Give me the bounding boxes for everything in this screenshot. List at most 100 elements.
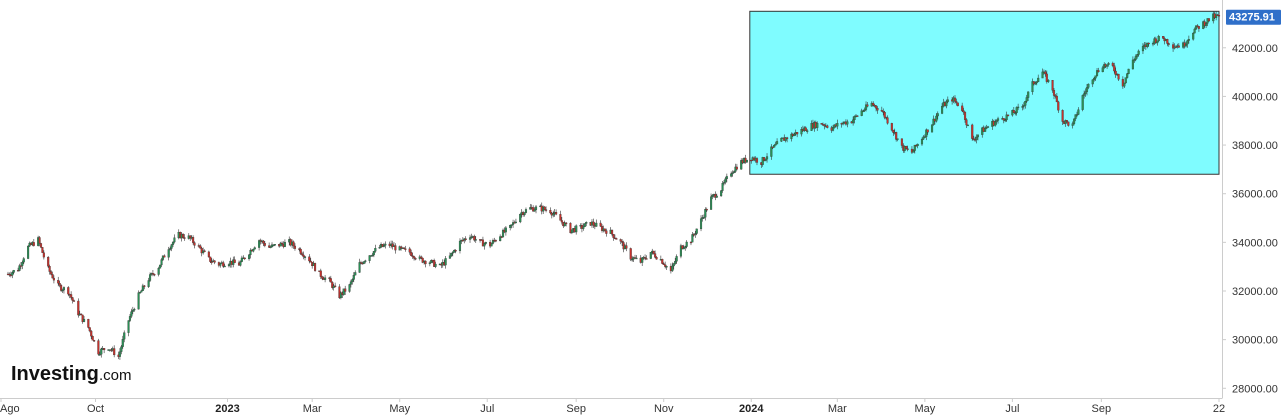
candle-body [731, 172, 734, 175]
candle-body [200, 248, 203, 254]
candle [368, 255, 371, 264]
candle-body [852, 119, 855, 124]
candle-body [765, 156, 769, 160]
candle-body [1167, 43, 1170, 45]
candle [1077, 107, 1080, 116]
candle-body [123, 332, 126, 340]
candle-body [402, 247, 406, 249]
candle [93, 339, 96, 343]
candle-body [895, 132, 898, 140]
candle [941, 103, 944, 115]
candle [483, 242, 486, 250]
candle [963, 111, 967, 123]
candle [986, 125, 990, 128]
candle [661, 258, 664, 265]
candle [1167, 42, 1170, 47]
candle-body [80, 313, 83, 316]
candle-body [382, 245, 385, 247]
candle [856, 115, 859, 117]
candle-body [411, 255, 414, 257]
logo-suffix-text: .com [99, 367, 132, 384]
candle-body [413, 256, 416, 259]
candle-body [281, 242, 284, 245]
candle-body [906, 148, 909, 150]
candle [484, 241, 487, 245]
candle [1034, 81, 1037, 85]
y-tick-label: 28000.00 [1232, 383, 1278, 395]
candle-body [615, 238, 618, 240]
candle [391, 240, 394, 250]
candle [641, 257, 644, 266]
candle-body [966, 124, 969, 127]
candle [72, 299, 76, 302]
candle [920, 137, 924, 146]
candle [1017, 103, 1020, 111]
candle [699, 215, 703, 232]
candle-body [118, 351, 121, 357]
candle [222, 260, 225, 269]
candle-body [153, 273, 156, 276]
x-tick-label: May [914, 403, 935, 415]
last-price-tag-background [1226, 9, 1281, 25]
candle [731, 170, 734, 177]
candle-body [461, 239, 464, 242]
candle [1095, 67, 1099, 77]
candle [1097, 67, 1100, 73]
candle [147, 277, 150, 288]
candle-body [1061, 110, 1064, 122]
candle-body [674, 261, 677, 264]
candle [1157, 34, 1160, 42]
candle-body [1015, 107, 1018, 113]
candle-body [724, 178, 727, 183]
candle-body [575, 225, 578, 233]
candle-body [494, 240, 497, 242]
candle [348, 283, 351, 293]
candle [61, 288, 64, 294]
candle [249, 248, 252, 259]
candle [1174, 45, 1178, 48]
candle-body [1065, 120, 1068, 123]
candle-body [930, 124, 934, 133]
candle [820, 122, 823, 125]
candle-body [131, 309, 134, 312]
candle-body [963, 111, 967, 120]
candle [774, 141, 777, 146]
candle [203, 249, 206, 253]
candle [349, 279, 352, 288]
candle-body [595, 222, 598, 227]
candle-body [148, 274, 152, 281]
candle [784, 137, 787, 143]
candle-body [490, 243, 493, 247]
candle [1074, 114, 1077, 122]
candle [916, 143, 919, 149]
candle [852, 116, 855, 126]
candle [8, 272, 11, 277]
candle [1027, 91, 1030, 101]
candle-body [484, 241, 487, 244]
candle [444, 256, 447, 269]
x-tick-label: 2024 [739, 403, 764, 415]
candle [1004, 118, 1007, 123]
candle-body [1047, 80, 1050, 82]
candle [1172, 42, 1175, 52]
candle-body [545, 209, 548, 211]
candle-body [1106, 64, 1109, 67]
candle-body [499, 236, 502, 242]
candle-body [410, 252, 413, 256]
candle-body [18, 265, 21, 271]
candle [39, 242, 43, 249]
candle-body [519, 213, 522, 223]
candle-body [1084, 91, 1087, 94]
candle-body [866, 104, 869, 107]
candle [464, 236, 467, 242]
candle-body [665, 266, 668, 268]
candle-body [565, 222, 568, 225]
candle-body [351, 279, 354, 282]
candle [163, 254, 166, 258]
candle [1067, 121, 1070, 127]
candle [428, 261, 431, 267]
candle [724, 176, 727, 185]
candle [421, 257, 424, 264]
candle-body [319, 270, 322, 277]
candle-body [1136, 54, 1139, 57]
